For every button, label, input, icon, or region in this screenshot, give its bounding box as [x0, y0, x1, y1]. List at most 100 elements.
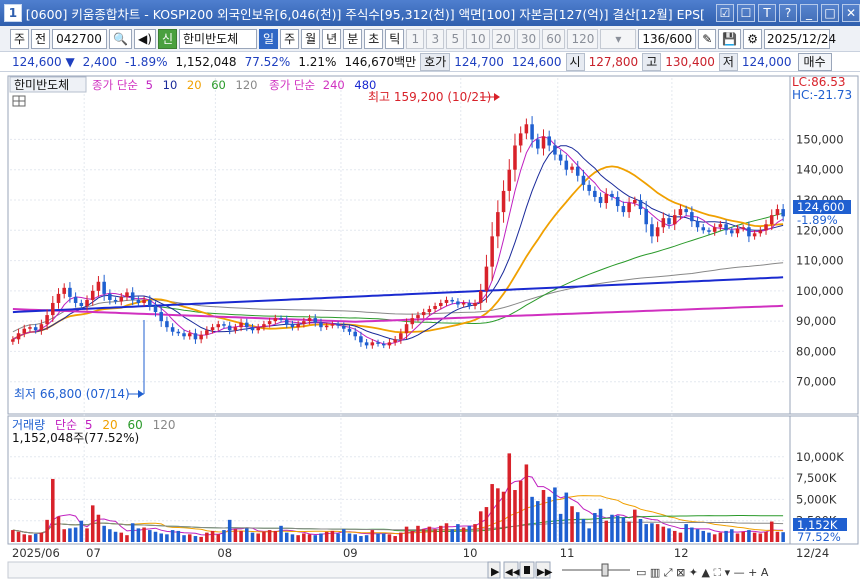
ma-legend-prefix: 종가 단순	[92, 78, 138, 92]
stock-code-input[interactable]: 042700	[52, 28, 108, 49]
volume-ma-60: 60	[127, 418, 142, 432]
volume-bar	[393, 536, 397, 542]
interval-120[interactable]: 120	[567, 28, 599, 49]
speaker-icon[interactable]: ◀)	[134, 28, 156, 49]
candle-body	[336, 324, 340, 326]
candle-body	[176, 331, 181, 334]
window-titlebar: 1 [0600] 키움종합차트 - KOSPI200 외국인보유[6,046(천…	[0, 0, 860, 26]
candle-body	[598, 196, 603, 204]
candle-body	[233, 327, 238, 331]
volume-bar	[644, 524, 648, 542]
close-icon[interactable]: ✕	[842, 4, 860, 22]
interval-3[interactable]: 3	[426, 28, 445, 49]
search-icon[interactable]: 🔍	[109, 28, 133, 49]
rewind-button[interactable]	[503, 561, 519, 579]
volume-bar	[507, 453, 512, 542]
candle-body	[399, 333, 403, 340]
save-icon[interactable]: 💾	[718, 28, 742, 49]
candle-body	[90, 290, 95, 300]
candle-body	[256, 327, 260, 331]
period-minute[interactable]: 분	[343, 28, 363, 49]
period-year[interactable]: 년	[322, 28, 342, 49]
volume-bar	[444, 523, 449, 542]
candle-body	[695, 221, 700, 228]
restore-icon[interactable]: ☐	[737, 4, 755, 22]
toolbox-icons[interactable]: ▭ ▥ ⤢ ⊠ ✦ ▲ ⛶ ▾ — + A	[636, 566, 769, 579]
candle-body	[701, 227, 706, 231]
prev-button[interactable]: 전	[31, 28, 51, 49]
candle-body	[730, 230, 734, 234]
volume-bar	[142, 527, 146, 542]
period-month[interactable]: 월	[301, 28, 321, 49]
price-tick-label: 120,000	[796, 223, 844, 237]
candle-body	[558, 154, 563, 161]
interval-1[interactable]: 1	[406, 28, 425, 49]
settings-icon[interactable]: ⚙	[743, 28, 763, 49]
candle-body	[541, 136, 546, 149]
volume-bar	[342, 529, 346, 542]
candle-body	[633, 200, 637, 204]
capture-icon[interactable]: ☑	[716, 4, 734, 22]
chart-scrollbar-track[interactable]	[7, 561, 489, 579]
period-tick[interactable]: 틱	[385, 28, 405, 49]
period-day[interactable]: 일	[259, 28, 279, 49]
volume-bar	[307, 534, 312, 542]
volume-bar	[148, 530, 152, 542]
volume-bar	[456, 524, 460, 542]
candle-body	[444, 299, 449, 303]
candle-body	[684, 209, 688, 213]
candle-body	[313, 318, 318, 323]
buy-button[interactable]: 매수	[797, 52, 832, 71]
date-tick-label: 07	[86, 546, 101, 560]
price-chart-svg[interactable]: 70,000 80,000 90,000 100,000 110,000 120,000 1…	[0, 72, 860, 586]
candle-body	[518, 133, 523, 146]
volume-bar	[96, 514, 101, 542]
unit-select[interactable]: 주	[10, 28, 30, 49]
price-tick-label: 100,000	[796, 284, 844, 298]
forward-button[interactable]	[535, 561, 551, 579]
interval-10[interactable]: 10	[466, 28, 490, 49]
volume-ma20-line	[12, 495, 784, 534]
candle-body	[678, 209, 683, 216]
help-icon[interactable]: ?	[779, 4, 797, 22]
period-week[interactable]: 주	[280, 28, 300, 49]
volume-bar	[473, 524, 477, 542]
candle-body	[165, 321, 169, 328]
candle-body	[627, 203, 631, 213]
date-field[interactable]: 2025/12/24	[764, 28, 836, 49]
volume-bar	[735, 533, 740, 542]
volume-bar	[296, 535, 300, 542]
period-second[interactable]: 초	[364, 28, 384, 49]
minimize-icon[interactable]: _	[800, 4, 818, 22]
interval-60[interactable]: 60	[542, 28, 566, 49]
candle-body	[536, 139, 540, 149]
stock-name-field[interactable]: 한미반도체	[179, 28, 258, 49]
volume-bar	[290, 534, 295, 542]
volume-bar	[399, 532, 403, 542]
volume-bar	[530, 496, 534, 542]
price-tick-label: 110,000	[796, 254, 844, 268]
volume-bar	[701, 530, 706, 542]
interval-30[interactable]: 30	[516, 28, 541, 49]
volume-bar	[381, 533, 386, 542]
candle-body	[404, 324, 409, 334]
interval-dropdown[interactable]: ▾	[600, 28, 637, 49]
interval-5[interactable]: 5	[446, 28, 465, 49]
credit-badge-icon[interactable]: 신	[157, 28, 178, 49]
candle-body	[775, 209, 780, 216]
candle-body	[39, 324, 44, 331]
scroll-right-button[interactable]	[487, 561, 501, 579]
candle-body	[655, 227, 660, 237]
link-icon[interactable]: T	[758, 4, 776, 22]
last-volume-tag	[793, 518, 847, 531]
zoom-slider-handle[interactable]	[601, 563, 609, 577]
draw-icon[interactable]: ✎	[698, 28, 717, 49]
volume-bar	[518, 480, 523, 542]
candle-body	[16, 333, 21, 340]
maximize-icon[interactable]: □	[821, 4, 839, 22]
ma480-line	[12, 276, 784, 314]
bar-count-field[interactable]: 136/600	[638, 28, 697, 49]
svg-text:◀◀: ◀◀	[505, 567, 521, 578]
ma10-line	[12, 145, 784, 341]
interval-20[interactable]: 20	[491, 28, 515, 49]
